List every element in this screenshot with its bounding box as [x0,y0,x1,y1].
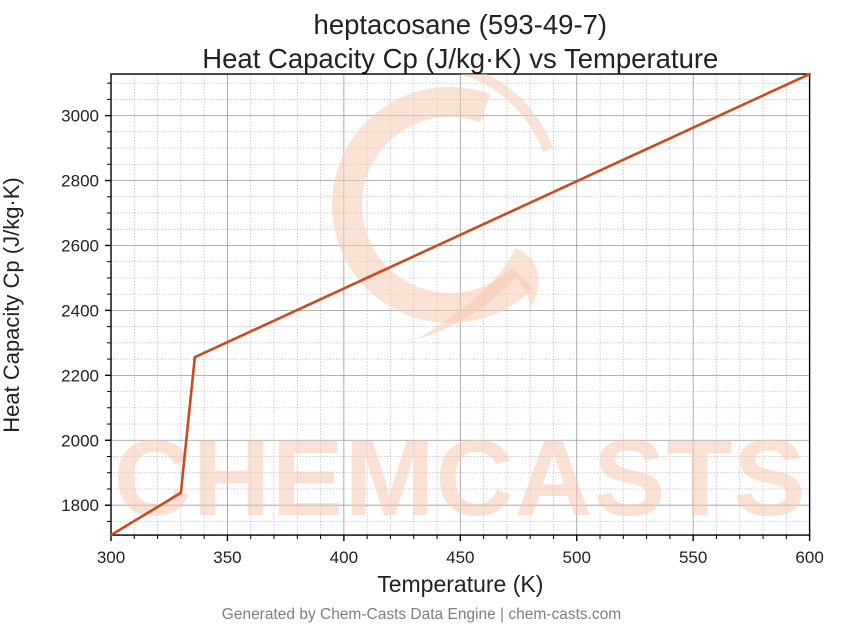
svg-text:450: 450 [446,548,474,567]
svg-text:2200: 2200 [61,366,99,385]
svg-text:400: 400 [330,548,358,567]
svg-text:300: 300 [97,548,125,567]
svg-text:CHEMCASTS: CHEMCASTS [113,417,806,538]
svg-text:2000: 2000 [61,431,99,450]
svg-text:2400: 2400 [61,301,99,320]
svg-text:550: 550 [679,548,707,567]
svg-text:350: 350 [213,548,241,567]
svg-text:2800: 2800 [61,172,99,191]
svg-text:600: 600 [795,548,823,567]
svg-text:500: 500 [563,548,591,567]
svg-text:1800: 1800 [61,496,99,515]
svg-text:2600: 2600 [61,236,99,255]
svg-text:3000: 3000 [61,107,99,126]
